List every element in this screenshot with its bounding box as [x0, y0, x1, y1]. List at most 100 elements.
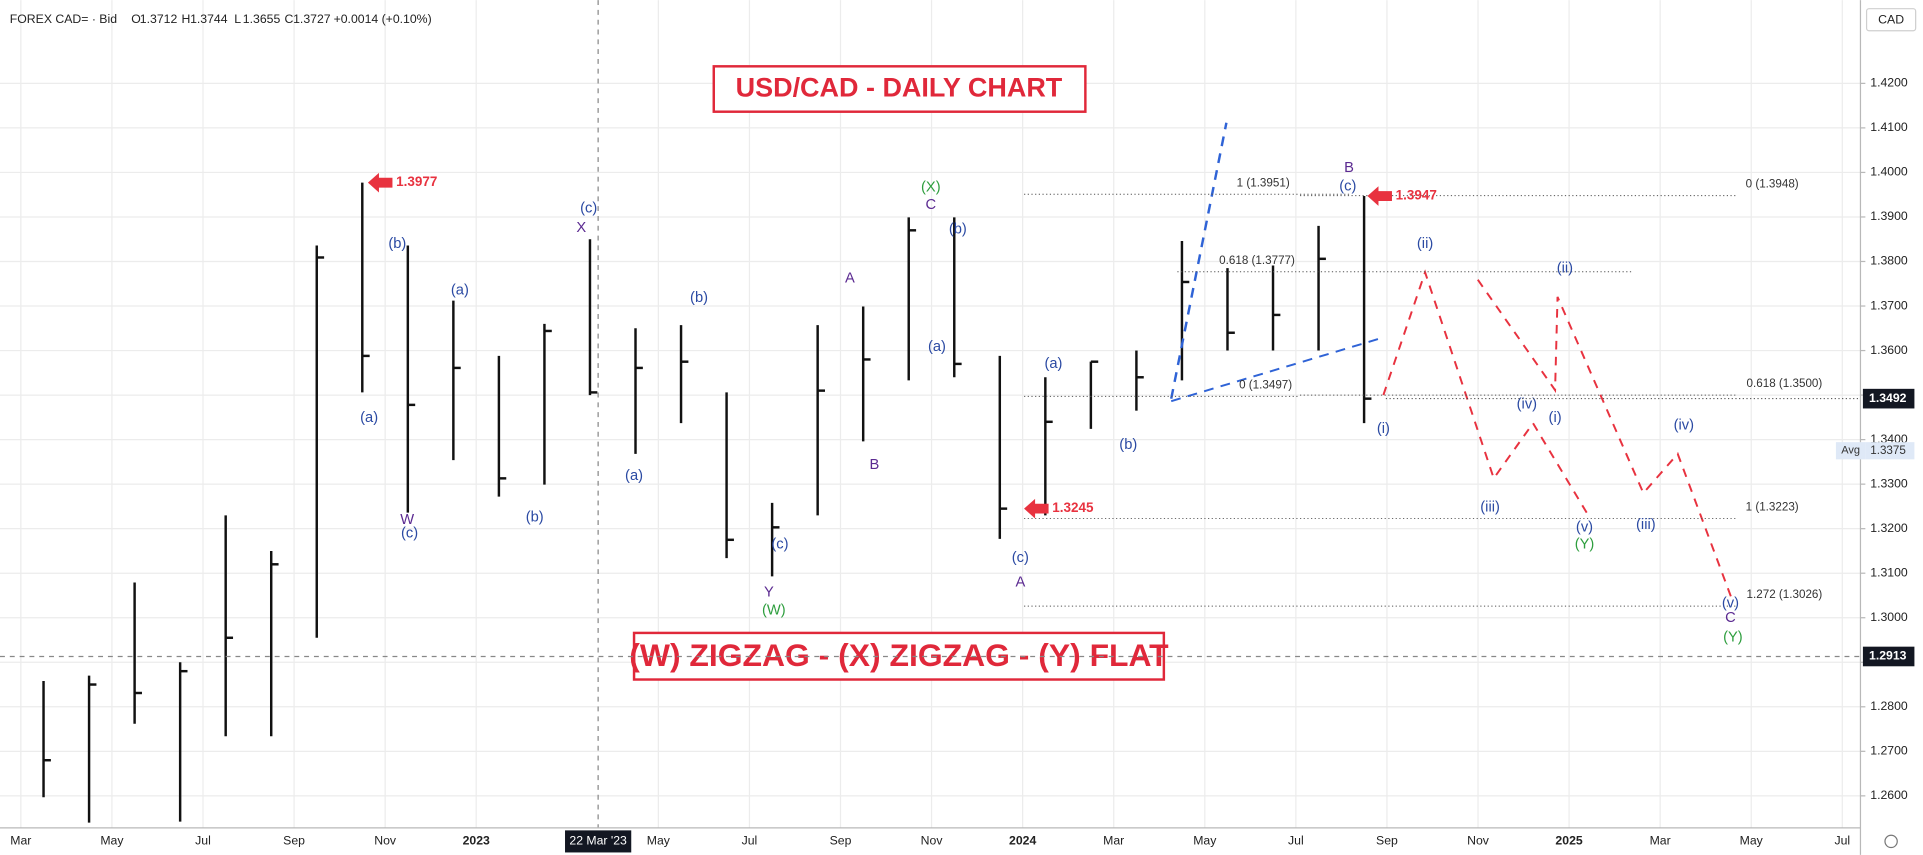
wave-label: (iii) [1480, 500, 1500, 516]
wave-label: (v) [1722, 595, 1739, 611]
currency-box [1865, 8, 1917, 32]
x-tick-label: Jul [1834, 834, 1850, 848]
ohlc-key: C [285, 12, 294, 26]
ohlc-value: 1.3655 [243, 12, 281, 26]
y-tick-label: 1.2800 [1870, 699, 1908, 713]
ohlc-key: O [131, 12, 141, 26]
wave-label: (a) [1044, 356, 1062, 372]
avg-name: Avg [1841, 445, 1860, 457]
fib-label: 1.272 (1.3026) [1747, 588, 1823, 601]
trendline [1170, 122, 1228, 399]
y-tick-label: 1.4200 [1870, 76, 1908, 90]
wave-label: (b) [690, 290, 708, 306]
price-marker-label: 1.3245 [1052, 500, 1094, 515]
settings-icon[interactable] [1884, 834, 1898, 849]
y-tick-label: 1.3800 [1870, 254, 1908, 268]
y-tick-label: 1.3100 [1870, 565, 1908, 579]
price-marker-label: 1.3977 [396, 174, 437, 189]
y-tick-label: 1.3300 [1870, 476, 1908, 490]
chart-subtitle: (W) ZIGZAG - (X) ZIGZAG - (Y) FLAT [629, 637, 1169, 673]
wave-label: (iv) [1674, 418, 1694, 434]
crosshair-y-tag [1862, 646, 1915, 667]
wave-label: (iv) [1517, 397, 1537, 413]
wave-label: (c) [771, 537, 788, 553]
avg-name-tag [1835, 442, 1866, 460]
ohlc-key: H [182, 12, 191, 26]
wave-label: (ii) [1417, 236, 1433, 252]
wave-label: (a) [928, 339, 946, 355]
x-tick-label: May [647, 834, 671, 848]
wave-label: X [576, 220, 586, 236]
last-price-label: 1.3492 [1869, 391, 1907, 405]
wave-label: (a) [451, 283, 469, 299]
fib-label: 0 (1.3497) [1239, 378, 1292, 391]
wave-label: (Y) [1575, 537, 1595, 553]
crosshair-y-label: 1.2913 [1869, 649, 1907, 663]
wave-label: Y [764, 584, 774, 600]
crosshair-x-label: 22 Mar '23 [569, 834, 627, 848]
x-tick-label: Sep [830, 834, 852, 848]
wave-label: A [845, 270, 855, 286]
x-tick-label: Jul [195, 834, 211, 848]
x-tick-label: 2024 [1009, 834, 1036, 848]
wave-label: (a) [360, 410, 378, 426]
wave-label: (Y) [1723, 630, 1743, 646]
wave-label: (ii) [1557, 261, 1573, 277]
symbol: FOREX CAD= · Bid [10, 12, 117, 26]
chart-title: USD/CAD - DAILY CHART [736, 73, 1063, 103]
fib-label: 1 (1.3223) [1746, 500, 1799, 513]
y-tick-label: 1.2600 [1870, 788, 1908, 802]
wave-label: C [1725, 610, 1736, 626]
overlay: USD/CAD - DAILY CHART (W) ZIGZAG - (X) Z… [0, 0, 1861, 828]
wave-label: B [1344, 160, 1354, 176]
ohlc-value: 1.3712 [140, 12, 178, 26]
wave-label: (a) [625, 468, 643, 484]
wave-label: (c) [1339, 178, 1356, 194]
x-tick-label: 2023 [463, 834, 490, 848]
price-marker [1024, 498, 1049, 519]
wave-label: (v) [1576, 519, 1593, 535]
wave-label: W [400, 512, 414, 528]
wave-label: (c) [401, 525, 418, 541]
ohlc-value: 1.3727 [293, 12, 331, 26]
wave-label: C [926, 197, 937, 213]
y-tick-label: 1.3000 [1870, 610, 1908, 624]
y-tick-label: 1.4000 [1870, 165, 1908, 179]
x-tick-label: Nov [921, 834, 944, 848]
crosshair-x-tag [565, 830, 632, 853]
y-tick-label: 1.3900 [1870, 209, 1908, 223]
trendline [1170, 337, 1380, 403]
price-marker-label: 1.3947 [1396, 188, 1437, 203]
fib-label: 0.618 (1.3500) [1747, 377, 1823, 390]
x-tick-label: Sep [283, 834, 305, 848]
wave-label: (iii) [1636, 517, 1656, 533]
wave-label: A [1015, 575, 1025, 591]
y-tick-label: 1.3600 [1870, 343, 1908, 357]
x-tick-label: Nov [374, 834, 397, 848]
x-tick-label: Jul [1288, 834, 1304, 848]
title-box [712, 65, 1087, 113]
y-tick-label: 1.3200 [1870, 521, 1908, 535]
currency-label: CAD [1878, 13, 1904, 27]
avg-value: 1.3375 [1870, 444, 1906, 457]
x-tick-label: 2025 [1555, 834, 1582, 848]
fib-label: 0.618 (1.3777) [1219, 254, 1295, 267]
ohlc-key: L [234, 12, 241, 26]
y-tick-label: 1.3700 [1870, 298, 1908, 312]
subtitle-box [632, 631, 1166, 681]
wave-label: (W) [762, 603, 786, 619]
fib-label: 1 (1.3951) [1237, 176, 1290, 189]
x-tick-label: Mar [1103, 834, 1124, 848]
x-tick-label: Mar [10, 834, 31, 848]
price-marker [367, 172, 393, 193]
y-tick-label: 1.2700 [1870, 744, 1908, 758]
wave-label: (c) [580, 200, 597, 216]
avg-value-tag [1865, 442, 1915, 460]
wave-label: (i) [1549, 410, 1562, 426]
wave-label: (i) [1377, 421, 1390, 437]
plot-area [42, 182, 1372, 823]
projection-path [1477, 279, 1733, 599]
